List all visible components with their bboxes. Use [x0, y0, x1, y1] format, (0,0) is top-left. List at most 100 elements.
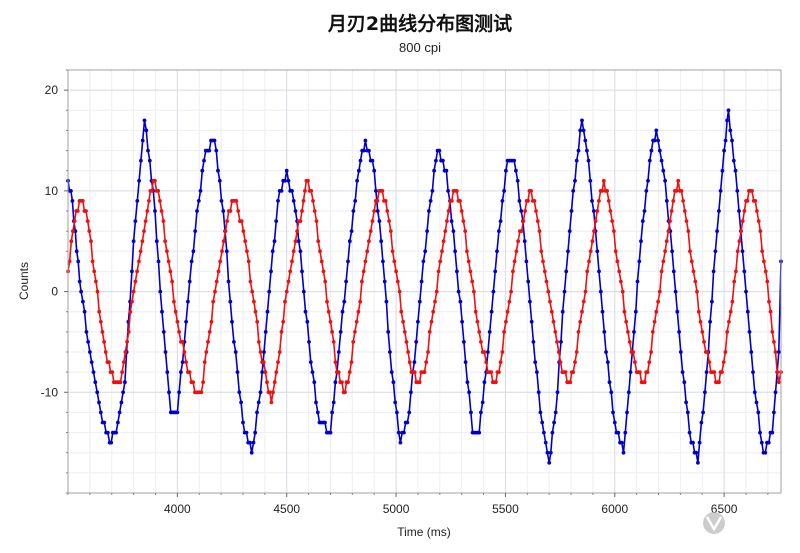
- data-point: [301, 199, 306, 203]
- data-point: [377, 219, 382, 224]
- data-point: [504, 168, 508, 173]
- data-point: [526, 279, 531, 284]
- data-point: [740, 219, 745, 224]
- data-point: [392, 259, 397, 264]
- data-point: [647, 158, 652, 163]
- data-point: [734, 269, 738, 274]
- data-point: [498, 219, 503, 224]
- data-point: [606, 199, 611, 203]
- data-point: [581, 128, 586, 133]
- data-point: [646, 178, 650, 183]
- data-point: [677, 330, 681, 334]
- data-point: [580, 309, 584, 314]
- data-point: [538, 410, 543, 415]
- data-point: [312, 380, 317, 385]
- data-point: [489, 370, 494, 374]
- data-point: [610, 219, 615, 224]
- data-point: [441, 239, 446, 244]
- data-point: [708, 319, 712, 324]
- data-point: [87, 229, 92, 234]
- data-point: [301, 289, 306, 294]
- data-point: [186, 299, 190, 304]
- data-point: [588, 178, 593, 183]
- data-point: [263, 330, 268, 334]
- data-point: [556, 350, 561, 354]
- data-point: [414, 340, 419, 344]
- data-point: [213, 289, 217, 294]
- data-point: [114, 430, 118, 435]
- data-point: [661, 168, 666, 173]
- watermark-text: 小黑盒: [731, 515, 773, 532]
- data-point: [756, 410, 761, 415]
- data-point: [466, 259, 471, 264]
- data-point: [587, 259, 591, 264]
- data-point: [147, 199, 151, 203]
- data-point: [691, 440, 695, 445]
- data-point: [548, 450, 553, 455]
- data-point: [262, 350, 266, 354]
- data-point: [713, 249, 718, 254]
- data-point: [92, 269, 97, 274]
- data-point: [722, 148, 726, 153]
- data-point: [316, 239, 321, 244]
- data-point: [425, 229, 429, 234]
- data-point: [776, 350, 781, 354]
- data-point: [691, 269, 696, 274]
- data-point: [315, 410, 320, 415]
- data-point: [274, 219, 279, 224]
- data-point: [515, 178, 520, 183]
- data-point: [482, 350, 487, 354]
- data-point: [202, 360, 207, 364]
- data-point: [397, 289, 402, 294]
- data-point: [562, 289, 567, 294]
- x-axis-label: Time (ms): [397, 525, 451, 539]
- data-point: [432, 168, 436, 173]
- data-point: [237, 390, 242, 395]
- data-point: [401, 319, 405, 324]
- data-point: [293, 239, 298, 244]
- data-point: [367, 148, 371, 153]
- data-point: [436, 269, 441, 274]
- data-point: [303, 309, 308, 314]
- data-point: [393, 400, 398, 405]
- data-point: [267, 289, 272, 294]
- data-point: [632, 330, 636, 334]
- data-point: [153, 178, 157, 183]
- data-point: [140, 239, 145, 244]
- data-point: [519, 229, 524, 234]
- data-point: [204, 350, 209, 354]
- data-point: [715, 229, 719, 234]
- data-point: [455, 269, 459, 274]
- data-point: [94, 279, 98, 284]
- series-1: [66, 108, 783, 465]
- data-point: [516, 239, 520, 244]
- chart-title: 月刃2曲线分布图测试: [327, 12, 512, 35]
- data-point: [735, 189, 740, 193]
- data-point: [617, 269, 622, 274]
- data-point: [253, 309, 258, 314]
- data-point: [659, 269, 664, 274]
- data-point: [605, 189, 609, 193]
- data-point: [419, 279, 424, 284]
- data-point: [700, 330, 705, 334]
- data-point: [486, 350, 490, 354]
- data-point: [482, 380, 487, 385]
- data-point: [427, 330, 432, 334]
- data-point: [309, 189, 314, 193]
- data-point: [423, 249, 428, 254]
- data-point: [626, 390, 631, 395]
- data-point: [676, 178, 681, 183]
- data-point: [216, 168, 220, 173]
- data-point: [286, 279, 291, 284]
- data-point: [358, 158, 363, 163]
- data-point: [234, 199, 239, 203]
- data-point: [461, 219, 466, 224]
- data-point: [543, 440, 548, 445]
- data-point: [374, 189, 378, 193]
- data-point: [728, 309, 733, 314]
- data-point: [82, 309, 87, 314]
- data-point: [271, 390, 275, 395]
- data-point: [549, 309, 554, 314]
- data-point: [773, 390, 778, 395]
- data-point: [750, 189, 754, 193]
